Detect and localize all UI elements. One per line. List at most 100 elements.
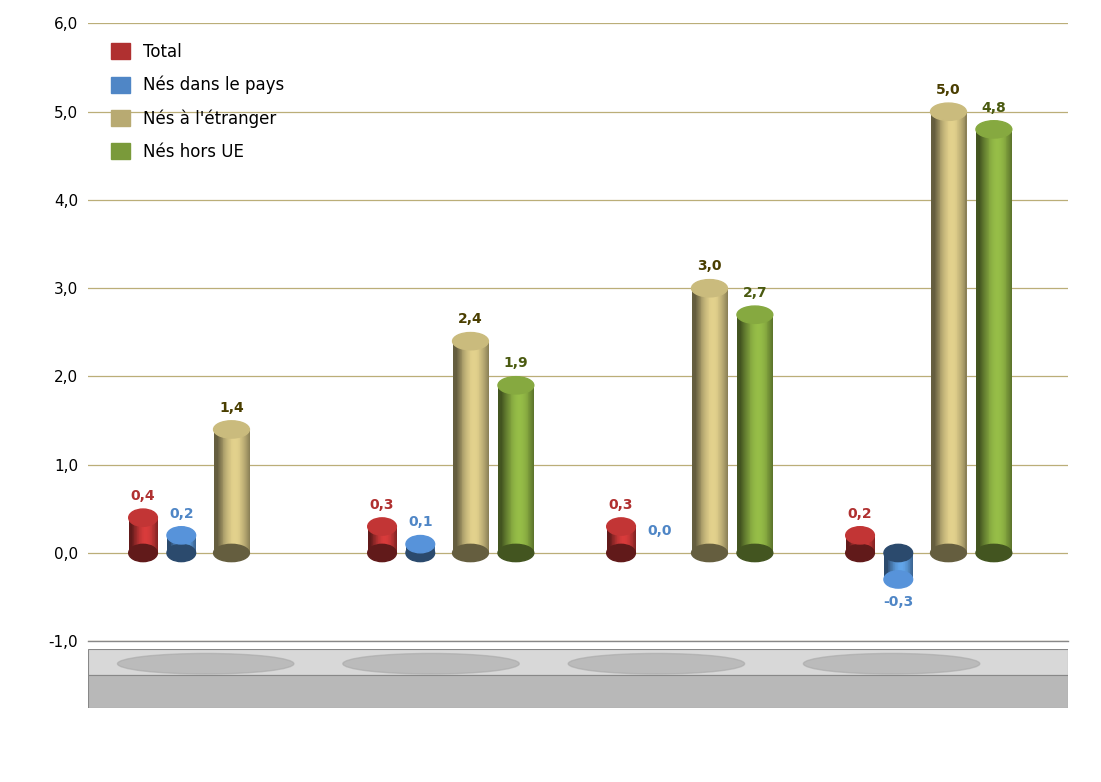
Polygon shape	[88, 676, 1068, 708]
Bar	[469, 341, 470, 553]
Bar	[961, 112, 962, 553]
Bar	[517, 386, 519, 553]
Bar	[526, 386, 527, 553]
Text: 0,2: 0,2	[168, 507, 194, 521]
Bar	[466, 341, 467, 553]
Bar	[726, 289, 727, 553]
Bar	[216, 429, 217, 553]
Bar	[228, 429, 229, 553]
Bar	[695, 289, 696, 553]
Bar	[957, 112, 958, 553]
Bar	[770, 314, 772, 553]
Bar	[706, 289, 707, 553]
Bar	[248, 429, 249, 553]
Bar	[214, 429, 215, 553]
Bar	[761, 314, 762, 553]
Bar	[740, 314, 741, 553]
Bar	[471, 341, 472, 553]
Ellipse shape	[975, 120, 1012, 138]
Bar	[1000, 129, 1001, 553]
Bar	[233, 429, 235, 553]
Ellipse shape	[737, 544, 773, 561]
Bar	[745, 314, 748, 553]
Bar	[526, 386, 527, 553]
Bar	[947, 112, 948, 553]
Bar	[741, 314, 742, 553]
Bar	[240, 429, 241, 553]
Ellipse shape	[607, 518, 635, 535]
Bar	[243, 429, 244, 553]
Ellipse shape	[884, 544, 913, 561]
Bar	[516, 386, 517, 553]
Bar	[693, 289, 694, 553]
Bar	[945, 112, 946, 553]
Ellipse shape	[118, 654, 294, 674]
Ellipse shape	[368, 544, 396, 561]
Bar	[952, 112, 953, 553]
Bar	[934, 112, 935, 553]
Bar	[521, 386, 522, 553]
Bar	[745, 314, 746, 553]
Bar	[978, 129, 979, 553]
Text: -0,3: -0,3	[883, 595, 914, 609]
Ellipse shape	[846, 544, 874, 561]
Bar	[460, 341, 461, 553]
Text: 0,0: 0,0	[647, 524, 672, 538]
Bar	[484, 341, 486, 553]
Ellipse shape	[884, 571, 913, 588]
Ellipse shape	[453, 332, 489, 350]
Bar	[958, 112, 959, 553]
Bar	[238, 429, 239, 553]
Bar	[511, 386, 512, 553]
Bar	[501, 386, 502, 553]
Bar	[221, 429, 222, 553]
Bar	[226, 429, 227, 553]
Bar	[694, 289, 695, 553]
Bar	[244, 429, 246, 553]
Bar	[504, 386, 505, 553]
Bar	[939, 112, 940, 553]
Bar	[953, 112, 955, 553]
Bar	[509, 386, 510, 553]
Bar	[767, 314, 768, 553]
Bar	[242, 429, 243, 553]
Bar	[216, 429, 217, 553]
Bar	[230, 429, 231, 553]
Bar	[528, 386, 530, 553]
Bar	[960, 112, 961, 553]
Bar	[699, 289, 700, 553]
Bar	[719, 289, 720, 553]
Bar	[751, 314, 752, 553]
Bar	[713, 289, 715, 553]
Ellipse shape	[607, 544, 635, 561]
Bar	[511, 386, 513, 553]
Bar	[980, 129, 981, 553]
Ellipse shape	[406, 536, 435, 553]
Bar	[753, 314, 754, 553]
Bar	[488, 341, 489, 553]
Ellipse shape	[975, 544, 1012, 561]
Bar	[505, 386, 506, 553]
Bar	[959, 112, 960, 553]
Bar	[522, 386, 523, 553]
Ellipse shape	[846, 527, 874, 544]
Bar	[771, 314, 772, 553]
Bar	[711, 289, 712, 553]
Bar	[948, 112, 949, 553]
Bar	[738, 314, 739, 553]
Bar	[459, 341, 460, 553]
Bar	[1003, 129, 1004, 553]
Bar	[458, 341, 459, 553]
Bar	[705, 289, 706, 553]
Bar	[500, 386, 501, 553]
Bar	[744, 314, 745, 553]
Bar	[761, 314, 762, 553]
Text: 0,4: 0,4	[131, 489, 155, 503]
Bar	[222, 429, 224, 553]
Bar	[512, 386, 513, 553]
Bar	[757, 314, 759, 553]
Ellipse shape	[368, 518, 396, 535]
Bar	[247, 429, 248, 553]
Bar	[510, 386, 511, 553]
Bar	[716, 289, 717, 553]
